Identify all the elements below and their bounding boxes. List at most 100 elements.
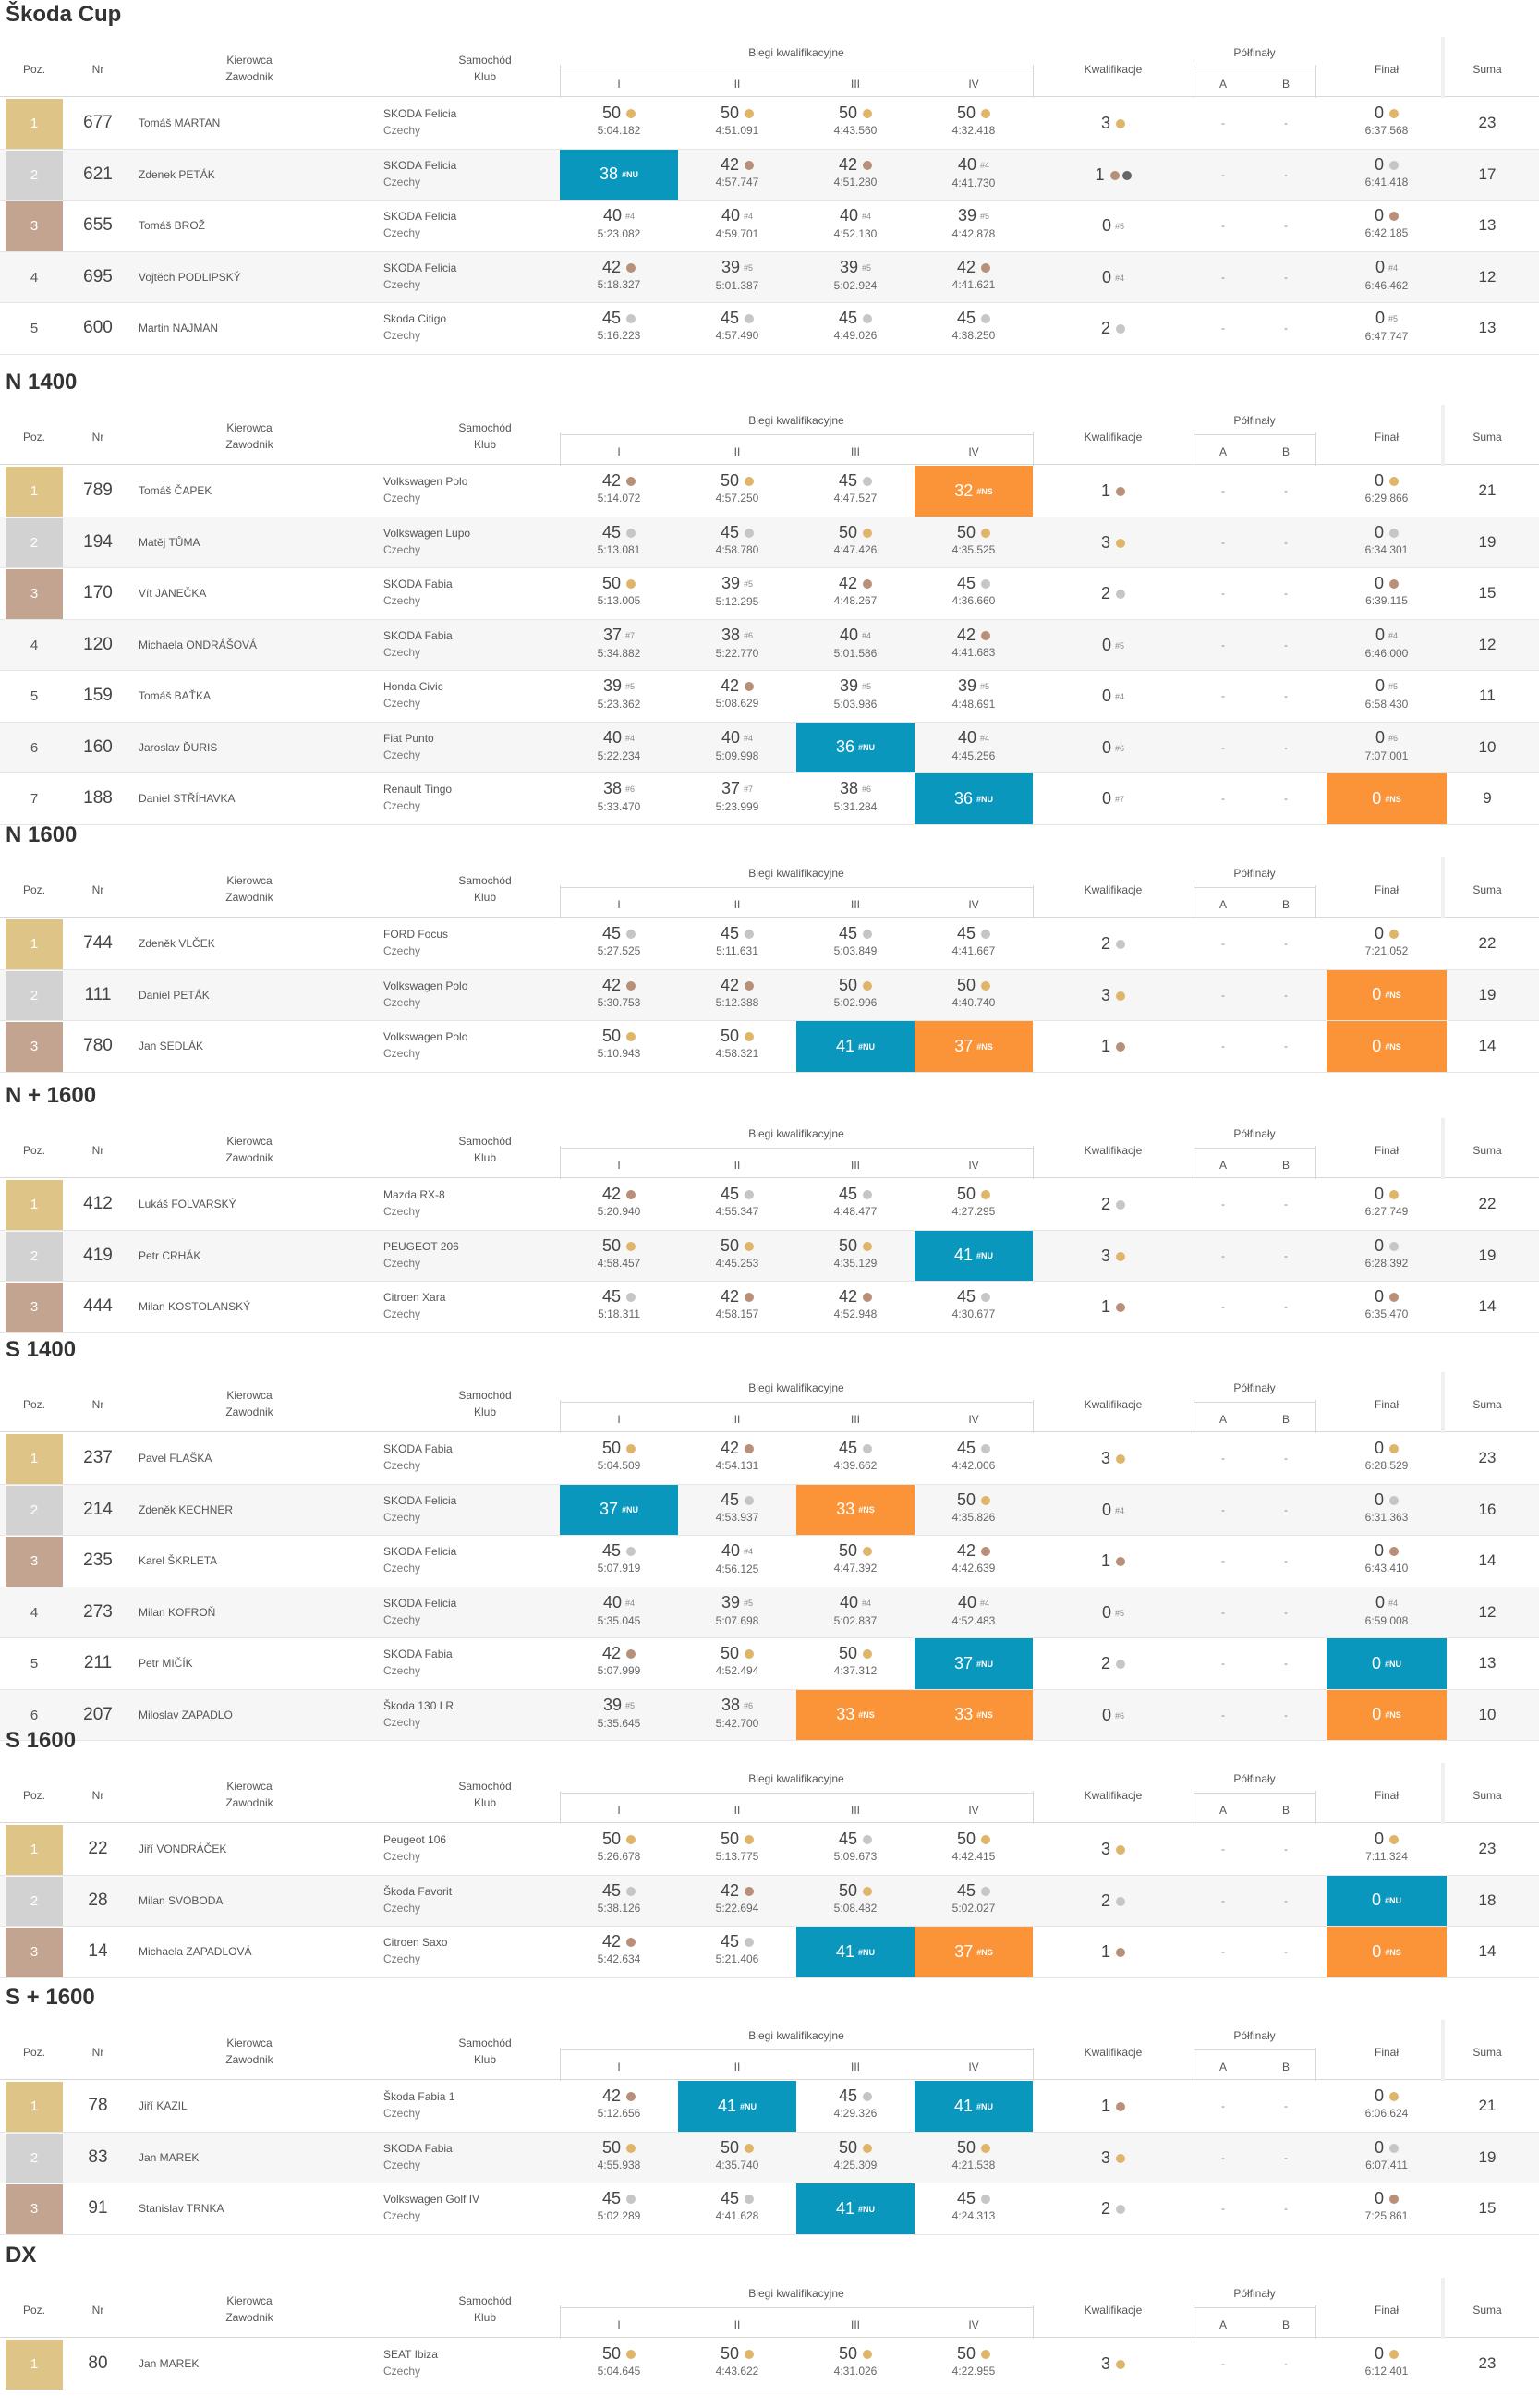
col-header-qual: Kwalifikacje	[1084, 2304, 1143, 2317]
heat-4-cell-time: 4:41.683	[951, 645, 996, 659]
car-country: Czechy	[383, 124, 421, 137]
qualification-points: 3	[1044, 985, 1182, 1005]
driver-name[interactable]: Stanislav TRNKA	[139, 2202, 224, 2215]
col-header-sum: Suma	[1472, 1398, 1502, 1411]
heat-1-cell-value: 50	[601, 1439, 622, 1457]
heat-3-cell-points: 45	[796, 2086, 915, 2106]
medal-dot-icon	[626, 1241, 636, 1251]
start-number: 211	[83, 1653, 113, 1672]
driver-name[interactable]: Milan KOSTOLANSKÝ	[139, 1300, 251, 1313]
start-number: 444	[83, 1296, 113, 1316]
medal-dot-icon	[626, 980, 636, 991]
driver-name[interactable]: Michaela ZAPADLOVÁ	[139, 1945, 252, 1958]
col-header-heats: Biegi kwalifikacyjne	[748, 867, 844, 880]
car-model: Citroen Xara	[383, 1291, 446, 1304]
medal-dot-icon	[863, 2092, 873, 2102]
heat-3-cell: 40 #4 4:52.130	[796, 205, 915, 241]
driver-name[interactable]: Daniel PETÁK	[139, 988, 210, 1002]
medal-dot-icon	[981, 1835, 991, 1845]
heat-1-cell-time: 4:55.938	[597, 2158, 641, 2171]
heat-3-cell-time: 5:03.986	[833, 698, 878, 711]
heat-1-cell: 45 5:18.311	[560, 1286, 678, 1321]
driver-name[interactable]: Zdeněk KECHNER	[139, 1502, 234, 1516]
heat-3-cell-time: 4:51.280	[833, 175, 878, 189]
heat-1-cell-points: 45	[560, 1286, 678, 1307]
col-header-heat-1: I	[617, 445, 621, 458]
driver-name[interactable]: Jiří KAZIL	[139, 2099, 188, 2112]
heat-3-cell-time: 4:43.560	[833, 124, 878, 137]
car-model: SKODA Felicia	[383, 210, 457, 223]
driver-name[interactable]: Petr CRHÁK	[139, 1248, 201, 1262]
heat-3-cell-time: 4:47.426	[833, 542, 878, 556]
driver-name[interactable]: Petr MIČÍK	[139, 1657, 193, 1670]
driver-name[interactable]: Jaroslav ĎURIS	[139, 740, 218, 754]
qualification-points: 0 #5	[1044, 215, 1182, 237]
col-header-sum: Suma	[1472, 1144, 1502, 1157]
driver-name[interactable]: Zdenek PETÁK	[139, 167, 215, 181]
info-dot-icon[interactable]	[1121, 170, 1132, 180]
driver-name[interactable]: Jiří VONDRÁČEK	[139, 1842, 227, 1855]
medal-dot-icon	[1116, 2360, 1125, 2370]
col-header-nr: Nr	[91, 2304, 104, 2317]
heat-3-cell-value: 50	[838, 1541, 858, 1560]
result-row: 2 621 Zdenek PETÁK SKODA Felicia Czechy 38 #NU…	[0, 149, 1539, 201]
driver-name[interactable]: Michaela ONDRÁŠOVÁ	[139, 638, 258, 651]
heat-3-cell-rank: #4	[862, 212, 872, 222]
final-cell-time: 6:39.115	[1365, 594, 1408, 607]
heat-4-cell-value: 32	[954, 480, 974, 500]
driver-name[interactable]: Pavel FLAŠKA	[139, 1452, 212, 1465]
driver-name[interactable]: Tomáš BROŽ	[139, 219, 206, 232]
col-header-car-sub: Klub	[473, 1405, 497, 1418]
header-divider	[1033, 2305, 1034, 2339]
driver-name[interactable]: Daniel STŘÍHAVKA	[139, 792, 236, 805]
heat-1-cell: 45 5:07.919	[560, 1540, 678, 1575]
driver-name[interactable]: Karel ŠKRLETA	[139, 1554, 218, 1567]
medal-dot-icon	[745, 1835, 755, 1845]
heat-1-cell-value: 42	[601, 1932, 622, 1951]
heat-1-cell-points: 45	[560, 1880, 678, 1901]
medal-dot-icon	[1116, 2153, 1125, 2163]
col-header-semi: Półfinały	[1233, 867, 1276, 880]
semifinal-a: -	[1221, 322, 1225, 334]
driver-name[interactable]: Jan MAREK	[139, 2357, 200, 2370]
driver-name[interactable]: Matěj TŮMA	[139, 535, 200, 549]
driver-name[interactable]: Jan MAREK	[139, 2150, 200, 2164]
driver-name[interactable]: Lukáš FOLVARSKÝ	[139, 1198, 236, 1210]
driver-name[interactable]: Miloslav ZAPADLO	[139, 1708, 233, 1721]
start-number: 214	[83, 1499, 113, 1519]
result-row: 1 789 Tomáš ČAPEK Volkswagen Polo Czechy 42 5:…	[0, 466, 1539, 517]
medal-dot-icon	[626, 1032, 636, 1042]
driver-name[interactable]: Tomáš ČAPEK	[139, 484, 212, 497]
driver-name[interactable]: Martin NAJMAN	[139, 322, 219, 334]
driver-name[interactable]: Milan KOFROŇ	[139, 1605, 216, 1619]
heat-3-cell-points: 41 #NU	[836, 1941, 875, 1963]
heat-1-cell-time: 5:02.289	[597, 2209, 641, 2222]
medal-dot-icon	[745, 682, 755, 692]
driver-name[interactable]: Vít JANEČKA	[139, 587, 207, 600]
qualification-points: 3	[1044, 2353, 1182, 2374]
car-club: Renault Tingo Czechy	[383, 781, 452, 814]
heat-4-cell-value: 40	[957, 1592, 976, 1611]
driver-name[interactable]: Vojtěch PODLIPSKÝ	[139, 270, 241, 284]
semifinal-b: -	[1284, 484, 1288, 497]
final-cell-time: 6:43.410	[1364, 1562, 1409, 1575]
header-rule	[1194, 2307, 1315, 2308]
medal-dot-icon	[981, 528, 991, 538]
start-number: 789	[83, 480, 113, 500]
final-cell-time: 6:34.301	[1364, 542, 1409, 556]
car-model: Fiat Punto	[383, 731, 434, 745]
driver-name[interactable]: Milan SVOBODA	[139, 1893, 224, 1907]
driver-name[interactable]: Jan SEDLÁK	[139, 1040, 204, 1052]
driver-name[interactable]: Zdeněk VLČEK	[139, 937, 215, 950]
heat-3-cell-points: 40 #4	[796, 205, 915, 226]
start-number: 237	[83, 1448, 113, 1467]
heat-2-cell-time: 4:57.490	[715, 329, 759, 342]
driver-name[interactable]: Tomáš BAŤKA	[139, 689, 212, 702]
heat-1-cell-value: 39	[602, 1695, 622, 1714]
driver-name[interactable]: Tomáš MARTAN	[139, 116, 221, 129]
heat-4-cell-rank: #NS	[976, 1947, 993, 1957]
heat-1-cell-points: 42	[560, 1931, 678, 1952]
car-country: Czechy	[383, 995, 421, 1009]
result-row: 4 695 Vojtěch PODLIPSKÝ SKODA Felicia Czechy…	[0, 251, 1539, 303]
heat-4-cell-points: 50	[915, 975, 1033, 995]
